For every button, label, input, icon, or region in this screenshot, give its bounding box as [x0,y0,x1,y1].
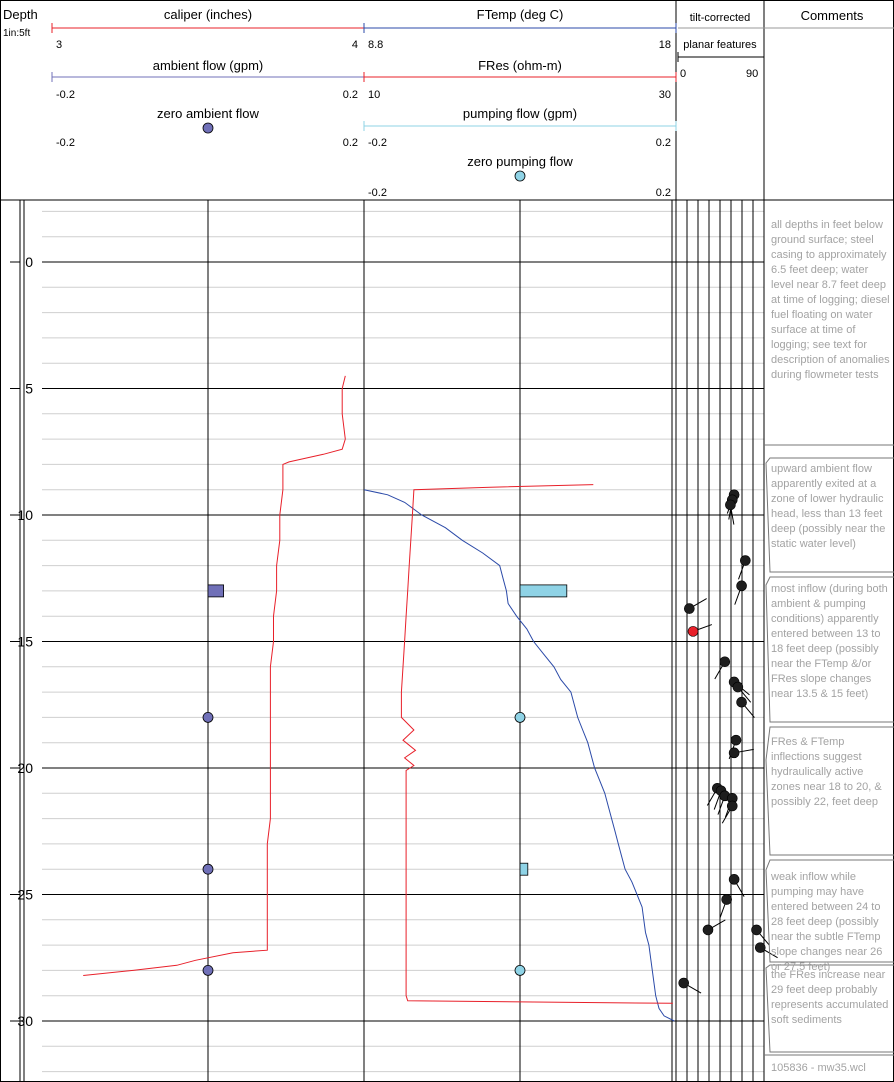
depth-tick-label: 20 [17,760,33,776]
pumping-flow-min: -0.2 [368,137,387,149]
pumping-flow-max: 0.2 [656,137,671,149]
depth-tick-label: 30 [17,1013,33,1029]
comment-bracket [765,859,894,963]
planar-feature-highlight [687,626,699,637]
zero-pumping-flow-min: -0.2 [368,187,387,199]
log-curves [83,375,675,1022]
depth-header: Depth [3,7,38,22]
depth-tick-label: 15 [17,634,33,650]
caliper-max: 4 [352,39,358,51]
planar-feature [728,747,740,759]
comment-bracket [765,457,894,573]
scale-label: 1in:5ft [3,28,30,39]
planar-feature [754,942,766,953]
planar-feature [732,681,744,693]
comment-file-id: 105836 - mw35.wcl [771,1062,866,1074]
planar-feature [751,924,762,936]
comment-3: most inflow (during both ambient & pumpi… [771,583,888,700]
caliper-min: 3 [56,39,62,51]
comment-bracket [765,964,894,1053]
pumping-flow-bar [519,584,568,598]
planar-features-label: planar features [683,39,757,51]
planar-feature [726,800,738,812]
depth-tick-label: 0 [25,254,33,270]
planar-min: 0 [680,68,686,80]
zero-pumping-flow-marker [514,712,526,723]
fres-label: FRes (ohm-m) [478,58,562,73]
zero-pumping-flow-marker [514,965,526,976]
tilt-label: tilt-corrected [690,12,751,24]
zero-ambient-flow-max: 0.2 [343,137,358,149]
ftemp-min: 8.8 [368,39,383,51]
comment-1: all depths in feet below ground surface;… [771,219,890,381]
ambient-flow-bar [207,584,224,598]
ftemp-curve [363,489,675,1022]
fres-min: 10 [368,89,380,101]
ftemp-max: 18 [659,39,671,51]
planar-feature [702,924,714,936]
zero-ambient-flow-marker [202,965,214,976]
comment-bracket [765,726,894,856]
planar-feature [730,734,742,746]
zero-ambient-flow-marker-legend [202,122,214,134]
caliper-curve [83,375,346,976]
depth-tick-label: 25 [17,887,33,903]
zero-pumping-flow-marker-legend [514,170,526,182]
planar-feature [736,580,747,592]
depth-ticks: 0 5 10 15 20 25 30 [10,254,33,1029]
zero-pumping-flow-max: 0.2 [656,187,671,199]
caliper-label: caliper (inches) [164,7,252,22]
planar-feature [740,555,751,566]
ambient-flow-max: 0.2 [343,89,358,101]
flow-markers [202,584,568,976]
depth-tick-label: 10 [17,507,33,523]
zero-ambient-flow-label: zero ambient flow [157,106,259,121]
pumping-flow-bar [519,862,529,876]
comment-6: the FRes increase near 29 feet deep prob… [771,969,889,1026]
ambient-flow-label: ambient flow (gpm) [153,58,264,73]
zero-ambient-flow-min: -0.2 [56,137,75,149]
comments-header: Comments [801,8,864,23]
comment-2: upward ambient flow apparently exited at… [771,463,886,550]
pumping-flow-label: pumping flow (gpm) [463,106,577,121]
planar-feature [684,603,695,614]
comment-bracket [765,576,894,723]
planar-features [678,489,778,994]
fres-curve [400,484,673,1004]
comment-4: FRes & FTemp inflections suggest hydraul… [771,736,882,808]
planar-feature [728,874,740,885]
planar-feature [736,696,747,708]
planar-feature [725,499,736,511]
ftemp-label: FTemp (deg C) [477,7,564,22]
planar-feature [721,894,732,905]
zero-pumping-flow-label: zero pumping flow [467,154,573,169]
planar-feature [719,656,731,668]
comment-boxes [764,444,894,1056]
ambient-flow-min: -0.2 [56,89,75,101]
zero-ambient-flow-marker [202,863,214,875]
planar-feature [678,977,690,989]
depth-grid [42,210,764,1073]
comment-5: weak inflow while pumping may have enter… [771,871,883,973]
fres-max: 30 [659,89,671,101]
zero-ambient-flow-marker [202,712,214,723]
depth-tick-label: 5 [25,381,33,397]
planar-max: 90 [746,68,758,80]
